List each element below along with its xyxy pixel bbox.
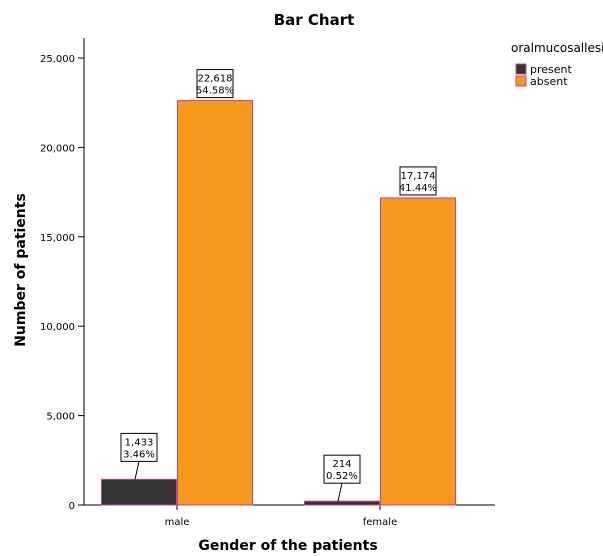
data-label-percent: 3.46% (123, 449, 155, 460)
legend-label-present: present (530, 63, 573, 76)
data-label-box (399, 166, 437, 196)
data-label-box (196, 69, 234, 99)
data-label-box (120, 432, 158, 462)
data-label-percent: 41.44% (399, 183, 437, 194)
data-label-leader (134, 461, 140, 480)
y-tick-label: 5,000 (46, 412, 75, 423)
x-axis-title: Gender of the patients (198, 538, 377, 554)
data-label-count: 1,433 (125, 437, 154, 448)
data-label-percent: 54.58% (196, 86, 234, 97)
legend-swatch-absent (515, 75, 527, 87)
bar-absent-male (177, 100, 253, 506)
legend-label-absent: absent (530, 75, 568, 88)
legend-title: oralmucosallesions (511, 41, 603, 55)
y-tick-label: 20,000 (40, 143, 75, 154)
bar-present-male (101, 478, 177, 506)
bar-absent-female (380, 197, 456, 506)
data-label-count: 17,174 (401, 171, 436, 182)
y-tick-label: 15,000 (40, 233, 75, 244)
data-label-percent: 0.52% (326, 471, 358, 482)
data-label-count: 22,618 (198, 74, 233, 85)
bar-present-female (304, 500, 380, 506)
data-label-box (323, 454, 361, 484)
bars (101, 100, 456, 506)
legend-swatch-present (515, 63, 527, 75)
y-tick-label: 10,000 (40, 322, 75, 333)
data-label-leader (337, 483, 343, 502)
data-label-count: 214 (332, 459, 351, 470)
chart-title: Bar Chart (274, 11, 355, 29)
y-axis-title: Number of patients (13, 193, 29, 347)
y-tick-label: 0 (69, 501, 75, 512)
y-tick-label: 25,000 (40, 54, 75, 65)
x-tick-label: male (165, 517, 190, 528)
x-tick-label: female (363, 517, 397, 528)
